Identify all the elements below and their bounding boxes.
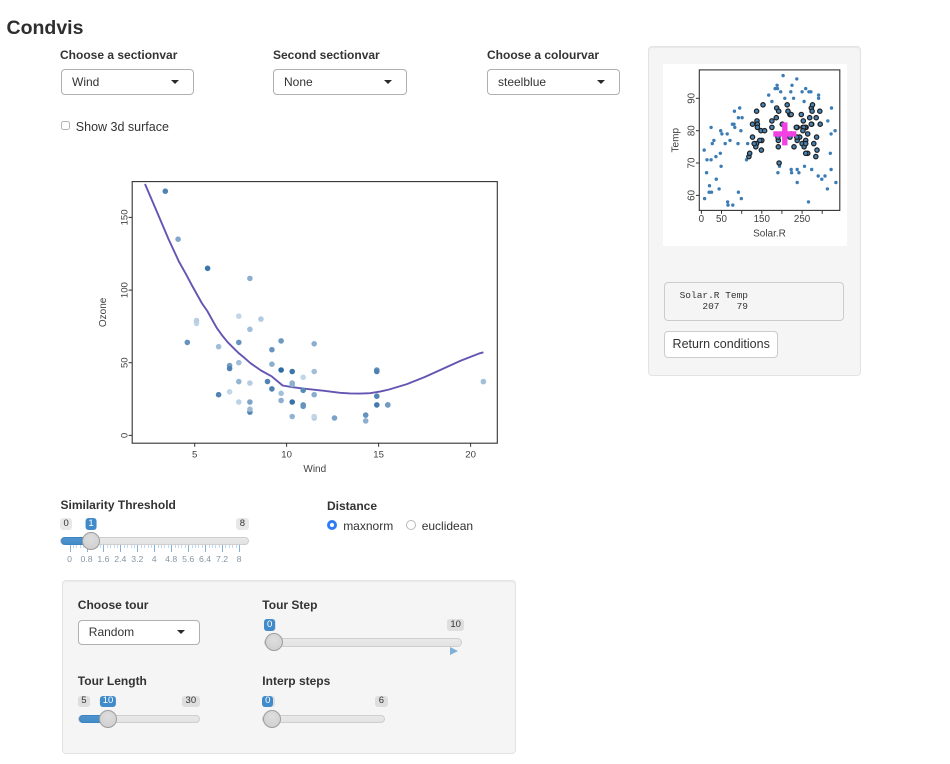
- svg-text:150: 150: [119, 209, 130, 225]
- svg-text:10: 10: [281, 449, 292, 460]
- svg-text:0: 0: [699, 214, 705, 225]
- svg-text:15: 15: [373, 449, 384, 460]
- svg-text:Temp: Temp: [670, 128, 681, 153]
- svg-text:90: 90: [686, 92, 697, 103]
- svg-text:0: 0: [119, 433, 130, 438]
- svg-text:Wind: Wind: [303, 464, 326, 475]
- svg-text:20: 20: [465, 449, 476, 460]
- svg-text:50: 50: [119, 357, 130, 368]
- svg-text:250: 250: [794, 214, 811, 225]
- svg-text:100: 100: [119, 282, 130, 298]
- svg-text:5: 5: [192, 449, 197, 460]
- svg-text:60: 60: [686, 189, 697, 200]
- svg-text:50: 50: [716, 214, 727, 225]
- svg-text:Solar.R: Solar.R: [753, 229, 786, 240]
- svg-text:70: 70: [686, 157, 697, 168]
- svg-text:80: 80: [686, 125, 697, 136]
- svg-text:Ozone: Ozone: [98, 297, 109, 327]
- svg-text:150: 150: [754, 214, 771, 225]
